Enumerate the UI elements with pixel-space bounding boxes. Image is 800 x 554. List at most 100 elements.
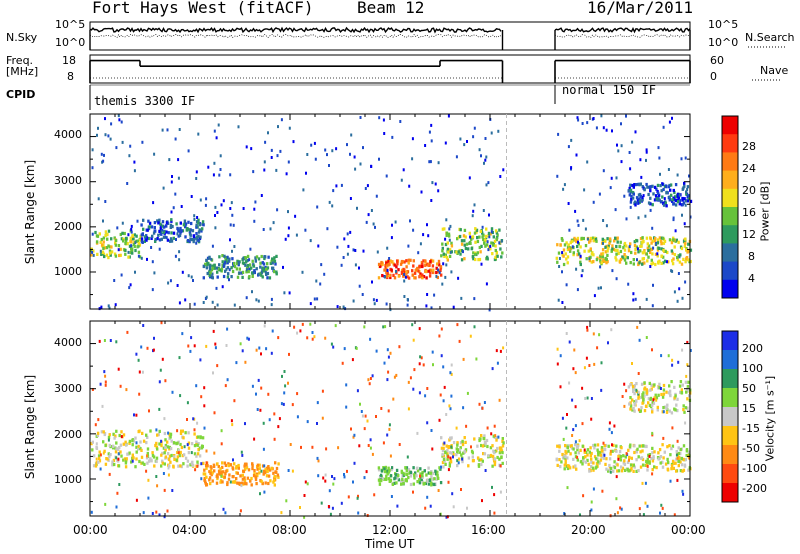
data-cell [435,274,438,278]
data-cell [672,202,676,206]
data-cell [461,439,464,443]
data-cell [572,367,575,371]
data-cell [345,405,348,409]
data-cell [484,442,487,446]
data-cell [245,463,248,467]
data-cell [393,481,396,485]
data-cell [218,255,221,259]
data-cell [628,458,630,462]
data-cell [460,488,462,491]
data-cell [161,357,164,361]
data-cell [200,229,203,233]
data-cell [419,467,422,471]
data-cell [263,255,266,259]
data-cell [492,243,495,247]
data-cell [488,213,490,217]
data-cell [331,506,334,510]
data-cell [258,471,261,475]
data-cell [205,464,208,468]
data-cell [122,237,125,241]
data-cell [219,467,222,471]
cpid-right-text: normal 150 IF [562,83,656,97]
data-cell [572,253,575,257]
data-cell [670,249,674,253]
data-cell [673,253,677,257]
data-cell [95,442,98,446]
data-cell [463,243,466,247]
data-cell [677,459,681,464]
data-cell [401,268,404,272]
data-cell [373,302,376,306]
nsearch-label: N.Search [745,31,795,44]
data-cell [633,409,636,413]
vel-cb-tick-100: 100 [742,362,763,375]
data-cell [641,395,644,399]
data-cell [457,250,460,254]
data-cell [316,297,319,301]
data-cell [352,299,355,303]
data-cell [679,452,682,456]
data-cell [186,239,190,243]
data-cell [219,480,222,484]
data-cell [285,172,288,176]
data-cell [129,144,132,148]
velocity-ylabel: Slant Range [km] [23,374,37,480]
xtick-16: 16:00 [471,523,506,537]
data-cell [389,454,392,458]
data-cell [148,221,152,225]
data-cell [473,437,476,441]
data-cell [629,396,632,400]
data-cell [604,239,607,243]
data-cell [205,197,208,201]
data-cell [428,478,431,482]
data-cell [247,270,250,274]
data-cell [179,229,183,234]
data-cell [445,231,449,235]
colorbars [721,115,739,503]
data-cell [212,329,215,333]
data-cell [226,482,229,487]
data-cell [136,219,139,223]
data-cell [266,266,270,270]
data-cell [583,450,586,454]
data-cell [325,447,328,451]
data-cell [181,270,184,274]
data-cell [649,265,652,268]
data-cell [674,198,677,203]
data-cell [619,465,623,469]
data-cell [178,128,181,131]
data-cell [662,248,665,252]
data-cell [217,268,221,272]
data-cell [599,254,602,258]
data-cell [176,232,179,236]
data-cell [203,426,206,430]
data-cell [400,479,403,483]
data-cell [634,130,637,134]
data-cell [383,132,386,135]
data-cell [309,322,312,326]
data-cell [233,303,236,307]
data-cell [633,384,636,388]
data-cell [452,305,455,309]
data-cell [316,456,319,460]
data-cell [407,407,410,411]
data-cell [203,386,206,390]
data-cell [609,466,613,470]
data-cell [195,454,198,458]
data-cell [113,236,116,240]
data-cell [681,198,684,202]
data-cell [243,462,247,466]
data-cell [432,268,435,272]
data-cell [596,346,599,350]
data-cell [147,219,150,223]
data-cell [619,257,623,262]
data-cell [249,247,252,251]
data-cell [403,260,406,264]
data-cell [264,140,267,144]
data-cell [125,457,128,461]
data-cell [296,331,299,335]
data-cell [254,477,258,482]
data-cell [407,380,410,384]
data-cell [576,249,580,253]
data-cell [371,374,374,378]
